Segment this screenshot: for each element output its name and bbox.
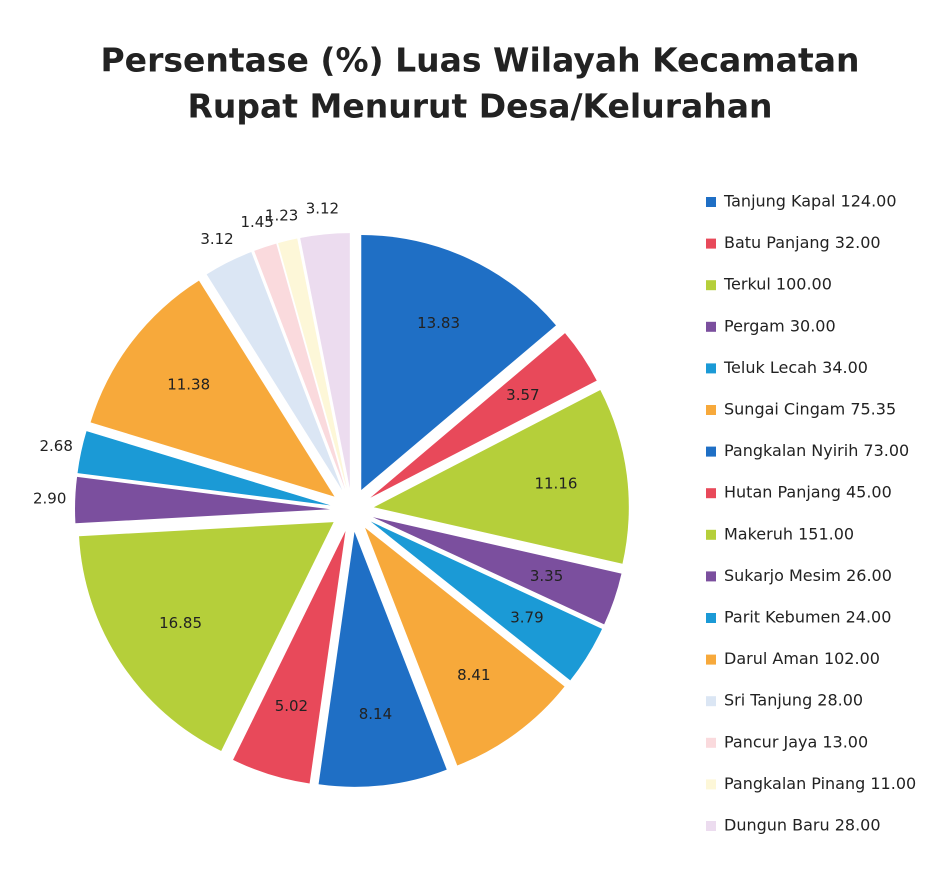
legend-label: Sungai Cingam 75.35 (724, 400, 896, 419)
pie-slice (79, 522, 334, 751)
data-label: 13.83 (417, 314, 460, 332)
pie-slice (254, 243, 346, 490)
pie-slice (370, 333, 597, 498)
pie-slice (361, 235, 556, 491)
legend-label: Dungun Baru 28.00 (724, 816, 881, 835)
legend-label: Parit Kebumen 24.00 (724, 608, 891, 627)
legend-swatch (706, 280, 716, 291)
pie-slice (370, 521, 603, 681)
pie-slice (206, 252, 343, 491)
data-label: 1.45 (240, 213, 273, 231)
data-label: 5.02 (275, 697, 308, 715)
legend-swatch (706, 363, 716, 374)
pie-slice (373, 390, 629, 564)
data-label: 8.14 (359, 705, 392, 723)
legend-label: Pancur Jaya 13.00 (724, 732, 868, 751)
data-label: 16.85 (159, 614, 202, 632)
legend-swatch (706, 571, 716, 582)
pie-slice (318, 531, 447, 787)
data-label: 3.35 (530, 567, 563, 585)
legend-swatch (706, 488, 716, 499)
pie-slice (365, 527, 565, 766)
legend-label: Makeruh 151.00 (724, 524, 854, 543)
legend-swatch (706, 779, 716, 790)
data-label: 11.38 (167, 376, 210, 394)
pie-slice (278, 238, 347, 489)
legend-swatch (706, 197, 716, 207)
pie-slice (77, 431, 331, 506)
legend-label: Sri Tanjung 28.00 (724, 691, 863, 710)
data-label: 2.90 (33, 490, 66, 508)
legend-swatch (706, 238, 716, 249)
legend-swatch (706, 321, 716, 332)
legend-label: Batu Panjang 32.00 (724, 233, 881, 252)
pie-slice (233, 531, 346, 784)
legend-swatch (706, 654, 716, 665)
chart-title: Rupat Menurut Desa/Kelurahan (187, 87, 772, 126)
legend-label: Terkul 100.00 (723, 275, 832, 294)
legend-swatch (706, 696, 716, 707)
legend-swatch (706, 613, 716, 623)
legend-swatch (706, 405, 716, 415)
legend-swatch (706, 821, 716, 831)
legend-label: Pergam 30.00 (724, 316, 836, 335)
legend-label: Darul Aman 102.00 (724, 649, 880, 668)
legend-swatch (706, 737, 716, 748)
data-label: 3.79 (510, 609, 543, 627)
data-label: 3.12 (200, 230, 233, 248)
legend-swatch (706, 446, 716, 457)
legend-label: Pangkalan Pinang 11.00 (724, 774, 916, 793)
data-label: 8.41 (457, 666, 490, 684)
pie-slice (372, 517, 622, 625)
data-label: 2.68 (40, 437, 73, 455)
legend-label: Teluk Lecah 34.00 (723, 358, 868, 377)
legend-label: Tanjung Kapal 124.00 (723, 192, 897, 211)
pie-slice (75, 476, 331, 524)
data-label: 3.12 (306, 199, 339, 217)
legend-label: Sukarjo Mesim 26.00 (724, 566, 892, 585)
chart-title: Persentase (%) Luas Wilayah Kecamatan (101, 41, 860, 80)
data-label: 11.16 (534, 474, 577, 492)
legend-label: Hutan Panjang 45.00 (724, 483, 892, 502)
pie-slice (300, 233, 350, 489)
data-label: 1.23 (265, 206, 298, 224)
pie-slice (90, 280, 335, 497)
legend-label: Pangkalan Nyirih 73.00 (724, 441, 909, 460)
data-label: 3.57 (506, 386, 539, 404)
legend-swatch (706, 529, 716, 540)
